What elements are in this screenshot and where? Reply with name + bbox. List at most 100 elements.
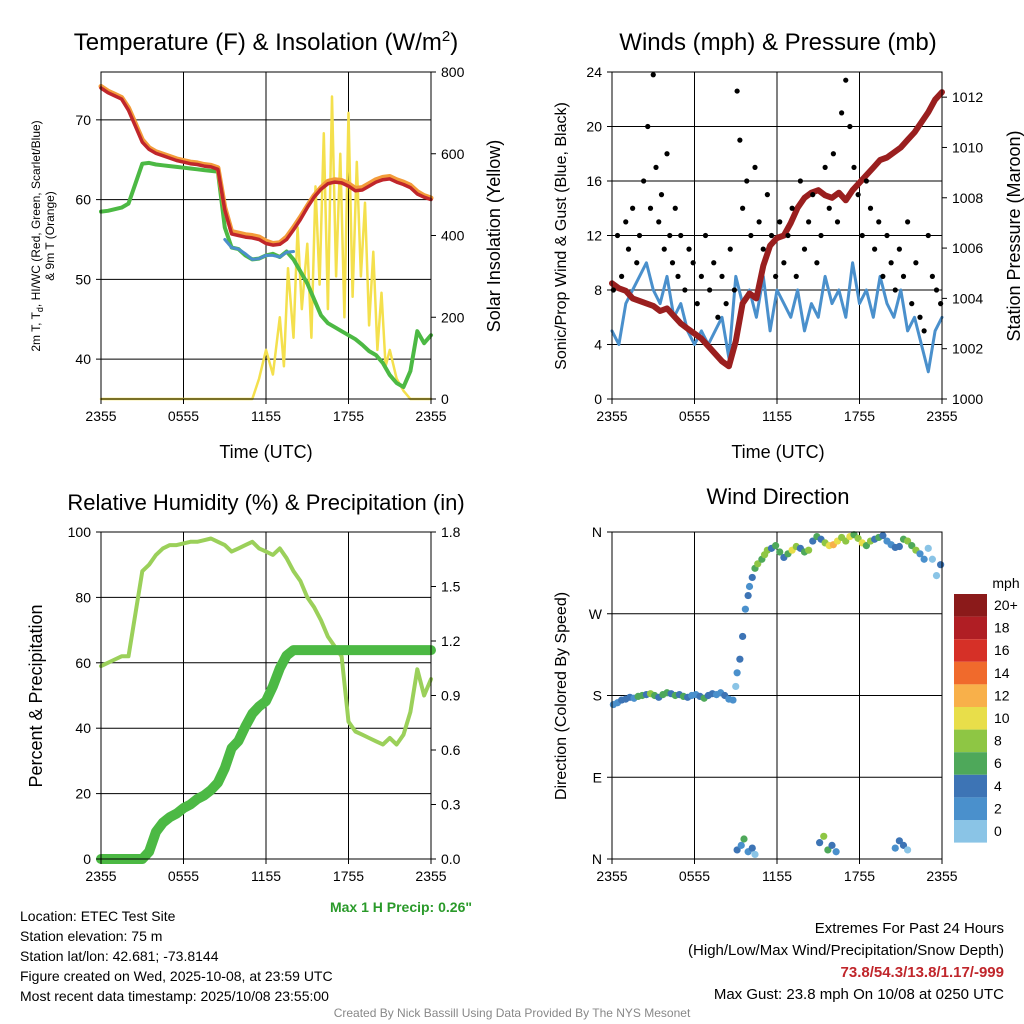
- gust-point: [630, 205, 636, 211]
- x-tick-label: 1755: [333, 868, 364, 884]
- gust-point: [872, 246, 878, 252]
- winds-y-label: Sonic/Prop Wind & Gust (Blue, Black): [553, 102, 570, 370]
- legend-swatch: [954, 752, 987, 775]
- x-tick-label: 1755: [333, 408, 364, 424]
- y-tick-label: 0: [83, 851, 91, 867]
- y-right-tick-label: 1.2: [441, 633, 461, 649]
- wind-direction-point: [733, 669, 741, 677]
- gust-point: [727, 246, 733, 252]
- legend-label: 18: [994, 620, 1010, 636]
- y-right-tick-label: 200: [441, 309, 465, 325]
- legend-swatch: [954, 729, 987, 753]
- x-tick-label: 0555: [679, 408, 710, 424]
- wind-direction-point: [891, 844, 899, 852]
- precipitation-line: [96, 645, 436, 864]
- x-tick-label: 1755: [844, 408, 875, 424]
- humidity-panel: Relative Humidity (%) & Precipitation (i…: [26, 490, 472, 915]
- station-latlon: Station lat/lon: 42.681; -73.8144: [20, 948, 219, 964]
- y-tick-label: 12: [586, 228, 602, 244]
- solar-insolation-line: [99, 95, 433, 401]
- extremes-values: 73.8/54.3/13.8/1.17/-999: [840, 964, 1004, 981]
- wind-direction-point: [820, 832, 828, 840]
- y-right-tick-label: 1006: [952, 240, 983, 256]
- gust-point: [715, 314, 721, 320]
- y-tick-label: N: [592, 524, 602, 540]
- gust-point: [698, 273, 704, 279]
- humidity-y-ticks: 0 20 40 60 80 100: [68, 524, 101, 867]
- wind-direction-point: [805, 546, 813, 554]
- temperature-y-label: 2m T, Td, HI/WC (Red, Green, Scarlet/Blu…: [29, 120, 57, 351]
- wind-direction-point: [751, 850, 759, 859]
- gust-point: [653, 164, 659, 170]
- winds-panel: Winds (mph) & Pressure (mb) 2355 0555 1155…: [553, 29, 1024, 462]
- gust-point: [781, 260, 787, 266]
- humidity-title: Relative Humidity (%) & Precipitation (i…: [67, 490, 464, 515]
- wind-direction-point: [828, 841, 836, 849]
- x-tick-label: 2355: [926, 408, 957, 424]
- y-tick-label: 24: [586, 64, 602, 80]
- pressure-line: [609, 89, 945, 370]
- y-tick-label: 60: [75, 192, 91, 208]
- temperature-x-label: Time (UTC): [219, 442, 312, 462]
- winds-y-ticks: 0 4 8 12 16 20 24: [586, 64, 612, 407]
- temperature-2m-line: [99, 86, 433, 247]
- y-tick-label: 8: [594, 282, 602, 298]
- x-tick-label: 2355: [926, 868, 957, 884]
- gust-point: [625, 246, 632, 252]
- wind-direction-point: [741, 605, 749, 613]
- gust-point: [675, 273, 681, 279]
- y-tick-label: 50: [75, 271, 91, 287]
- legend-label: 6: [994, 755, 1002, 771]
- gust-point: [859, 232, 865, 239]
- y-right-tick-label: 1004: [952, 290, 983, 306]
- gust-point: [768, 232, 775, 239]
- y-right-tick-label: 1002: [952, 341, 983, 357]
- y-tick-label: 20: [75, 786, 91, 802]
- gust-point: [933, 287, 940, 293]
- legend-swatch: [954, 639, 987, 662]
- y-tick-label: 40: [75, 720, 91, 736]
- gust-point: [888, 260, 894, 266]
- wind-direction-point: [879, 532, 887, 540]
- y-tick-label: E: [593, 769, 602, 785]
- wind-speed-line: [610, 261, 944, 374]
- humidity-x-ticks: 2355 0555 1155 1755 2355: [85, 859, 447, 884]
- x-tick-label: 2355: [596, 408, 627, 424]
- gust-point: [658, 192, 665, 198]
- gust-point: [814, 260, 820, 266]
- figure-created: Figure created on Wed, 2025-10-08, at 23…: [20, 968, 333, 984]
- wind-direction-points: [609, 531, 945, 859]
- gust-point: [678, 232, 684, 239]
- station-info: Location: ETEC Test Site Station elevati…: [20, 906, 333, 1006]
- station-location: Location: ETEC Test Site: [20, 908, 176, 924]
- gust-point: [880, 273, 886, 279]
- x-tick-label: 1155: [251, 408, 281, 424]
- gust-point: [896, 246, 902, 252]
- gust-point: [839, 110, 845, 116]
- gust-point: [647, 205, 654, 211]
- x-tick-label: 2355: [415, 408, 446, 424]
- gust-point: [830, 151, 836, 157]
- y-tick-label: S: [593, 688, 602, 704]
- gust-point: [664, 151, 670, 157]
- gust-point: [797, 178, 803, 184]
- y-tick-label: 60: [75, 655, 91, 671]
- gust-point: [917, 314, 923, 320]
- legend-label: 10: [994, 710, 1010, 726]
- y-right-tick-label: 0.0: [441, 851, 461, 867]
- gust-point: [734, 88, 740, 94]
- temperature-title: Temperature (F) & Insolation (W/m2): [74, 28, 458, 56]
- gust-point: [818, 232, 824, 239]
- wind-direction-point: [737, 841, 745, 849]
- max-precip-annotation: Max 1 H Precip: 0.26": [330, 899, 472, 915]
- gust-point: [834, 219, 841, 225]
- gust-point: [863, 178, 869, 184]
- gust-point: [855, 192, 861, 198]
- gust-point: [669, 260, 676, 266]
- gust-point: [641, 178, 647, 184]
- y-right-tick-label: 0.9: [441, 688, 461, 704]
- y-tick-label: 16: [586, 173, 602, 189]
- legend-label: 12: [994, 687, 1010, 703]
- relative-humidity-line: [99, 536, 433, 747]
